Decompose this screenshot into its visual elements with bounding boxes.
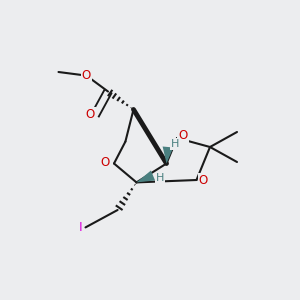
Text: I: I [78,221,82,234]
Text: O: O [82,69,91,82]
Text: H: H [155,173,164,183]
Text: H: H [170,139,179,149]
Text: O: O [85,108,94,121]
Text: O: O [100,156,109,169]
Polygon shape [163,146,173,164]
Polygon shape [136,170,155,182]
Text: O: O [199,173,208,187]
Text: O: O [178,129,188,142]
